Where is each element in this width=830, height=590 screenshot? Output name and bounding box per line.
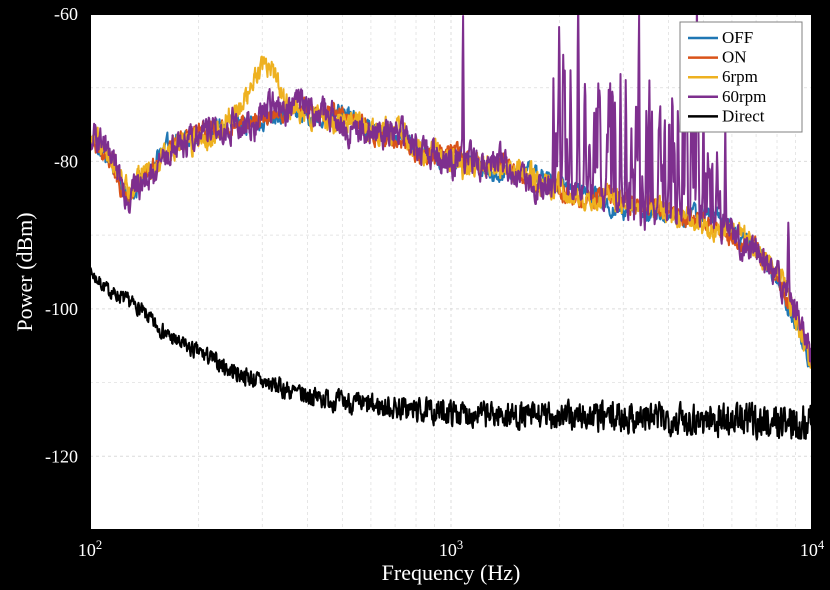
legend-label: OFF <box>722 28 753 47</box>
psd-chart: 102103104-120-100-80-60Frequency (Hz)Pow… <box>0 0 830 590</box>
legend-label: ON <box>722 48 747 67</box>
y-tick-label: -100 <box>45 299 78 319</box>
y-axis-label: Power (dBm) <box>12 212 37 331</box>
x-axis-label: Frequency (Hz) <box>382 560 521 585</box>
legend-label: 6rpm <box>722 67 758 86</box>
y-tick-label: -120 <box>45 446 78 466</box>
legend: OFFON6rpm60rpmDirect <box>680 22 802 132</box>
y-tick-label: -60 <box>54 4 78 24</box>
legend-label: Direct <box>722 106 765 125</box>
y-tick-label: -80 <box>54 151 78 171</box>
legend-label: 60rpm <box>722 87 766 106</box>
